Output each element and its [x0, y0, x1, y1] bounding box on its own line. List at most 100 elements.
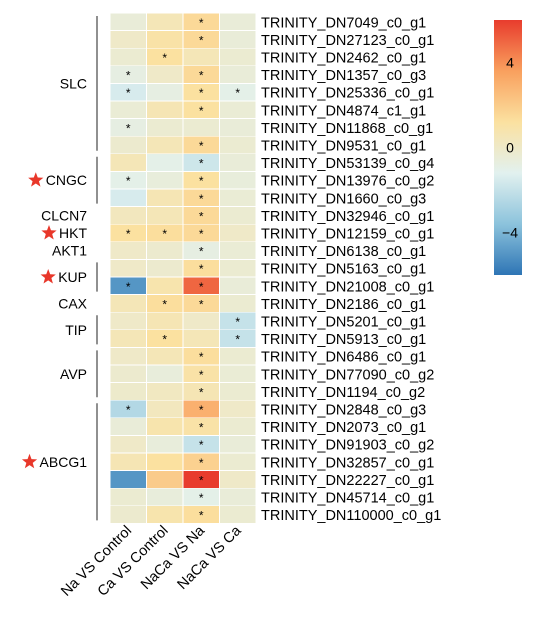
- heatmap-cell: [182, 47, 220, 67]
- heatmap-cell: [109, 417, 147, 436]
- color-scale-tick: 0: [506, 140, 514, 156]
- star-icon: [28, 172, 44, 187]
- heatmap-cell: [146, 382, 184, 401]
- heatmap-cell: [219, 12, 257, 32]
- heatmap-cell: [109, 434, 147, 454]
- significance-asterisk: *: [126, 280, 131, 294]
- group-label: AKT1: [52, 243, 87, 259]
- gene-label: TRINITY_DN91903_c0_g2: [261, 438, 434, 454]
- significance-asterisk: *: [199, 192, 204, 206]
- significance-asterisk: *: [199, 33, 204, 47]
- heatmap-cell: [109, 206, 147, 225]
- group-label: ABCG1: [40, 454, 88, 470]
- significance-asterisk: *: [199, 227, 204, 241]
- group-label: AVP: [60, 366, 87, 382]
- heatmap-cell: [146, 118, 184, 137]
- heatmap-cell: [219, 399, 257, 419]
- significance-asterisk: *: [126, 227, 131, 241]
- significance-asterisk: *: [199, 69, 204, 83]
- significance-asterisk: *: [199, 16, 204, 30]
- heatmap-cell: [146, 241, 184, 260]
- significance-asterisk: *: [162, 227, 167, 241]
- significance-asterisk: *: [162, 333, 167, 347]
- gene-label: TRINITY_DN2073_c0_g1: [261, 420, 426, 436]
- gene-label: TRINITY_DN2186_c0_g1: [261, 297, 426, 313]
- significance-asterisk: *: [199, 368, 204, 382]
- group-label: TIP: [65, 322, 87, 338]
- gene-label: TRINITY_DN32946_c0_g1: [261, 209, 434, 225]
- heatmap-cell: [109, 30, 147, 49]
- heatmap-cell: [146, 276, 184, 296]
- gene-label: TRINITY_DN5201_c0_g1: [261, 315, 426, 331]
- color-scale-legend: 4 0 −4: [494, 20, 522, 275]
- significance-asterisk: *: [162, 297, 167, 311]
- heatmap-cell: [182, 329, 220, 348]
- significance-asterisk: *: [199, 209, 204, 223]
- heatmap-cell: [182, 311, 220, 331]
- gene-family-groups: SLC CNGC CLCN7 HKT AKT1 KUP CAX TIP AVP ABCG1: [21, 16, 98, 521]
- heatmap-cell: [146, 399, 184, 419]
- heatmap-cell: [146, 65, 184, 84]
- heatmap-cell: [146, 12, 184, 32]
- gene-label: TRINITY_DN45714_c0_g1: [261, 491, 434, 507]
- significance-asterisk: *: [235, 86, 240, 100]
- gene-label: TRINITY_DN27123_c0_g1: [261, 33, 434, 49]
- heatmap-cell: [146, 434, 184, 454]
- group-label: CLCN7: [41, 207, 87, 223]
- significance-asterisk: *: [162, 51, 167, 65]
- significance-asterisk: *: [199, 350, 204, 364]
- heatmap-cell: [219, 364, 257, 384]
- gene-label: TRINITY_DN25336_c0_g1: [261, 86, 434, 102]
- significance-asterisk: *: [199, 157, 204, 171]
- heatmap-cell: [146, 206, 184, 225]
- gene-label: TRINITY_DN1357_c0_g3: [261, 68, 426, 84]
- gene-label: TRINITY_DN22227_c0_g1: [261, 473, 434, 489]
- gene-label: TRINITY_DN5163_c0_g1: [261, 262, 426, 278]
- gene-label: TRINITY_DN2848_c0_g3: [261, 403, 426, 419]
- significance-asterisk: *: [199, 403, 204, 417]
- heatmap-cell: [146, 100, 184, 120]
- heatmap-cell: [109, 364, 147, 384]
- gene-labels: TRINITY_DN7049_c0_g1 TRINITY_DN27123_c0_g…: [261, 15, 441, 524]
- heatmap-cell: [146, 30, 184, 49]
- group-label: KUP: [58, 269, 87, 285]
- heatmap-cell: [109, 505, 147, 524]
- heatmap-cell: [219, 346, 257, 366]
- significance-asterisk: *: [126, 174, 131, 188]
- color-scale-ticks: 4 0 −4: [502, 55, 518, 241]
- star-icon: [21, 453, 38, 469]
- heatmap-cell: [219, 223, 257, 243]
- heatmap-cell: [219, 65, 257, 84]
- heatmap-cell: [146, 311, 184, 331]
- heatmap-cell: [109, 135, 147, 155]
- heatmap-cell: [182, 118, 220, 137]
- star-icon: [40, 269, 56, 284]
- heatmap-cell: [109, 258, 147, 278]
- color-scale-tick: 4: [506, 55, 514, 71]
- heatmap-cell: [109, 452, 147, 472]
- heatmap-cell: [219, 47, 257, 67]
- heatmap-cell: [219, 241, 257, 260]
- gene-label: TRINITY_DN2462_c0_g1: [261, 51, 426, 67]
- heatmap-cell: [219, 258, 257, 278]
- significance-asterisk: *: [199, 262, 204, 276]
- heatmap-cell: [146, 188, 184, 208]
- heatmap-cell: [109, 12, 147, 32]
- significance-asterisk: *: [199, 438, 204, 452]
- significance-asterisk: *: [199, 421, 204, 435]
- significance-asterisk: *: [235, 315, 240, 329]
- significance-asterisk: *: [199, 86, 204, 100]
- gene-label: TRINITY_DN11868_c0_g1: [261, 121, 433, 137]
- significance-asterisk: *: [199, 104, 204, 118]
- gene-label: TRINITY_DN5913_c0_g1: [261, 332, 426, 348]
- heatmap-cell: [146, 452, 184, 472]
- gene-label: TRINITY_DN13976_c0_g2: [261, 174, 434, 190]
- gene-label: TRINITY_DN9531_c0_g1: [261, 139, 426, 155]
- significance-asterisk: *: [126, 86, 131, 100]
- star-icon: [41, 225, 57, 240]
- heatmap-cell: [109, 47, 147, 67]
- heatmap-cell: [219, 470, 257, 489]
- heatmap-cell: [109, 294, 147, 313]
- significance-asterisk: *: [199, 509, 204, 523]
